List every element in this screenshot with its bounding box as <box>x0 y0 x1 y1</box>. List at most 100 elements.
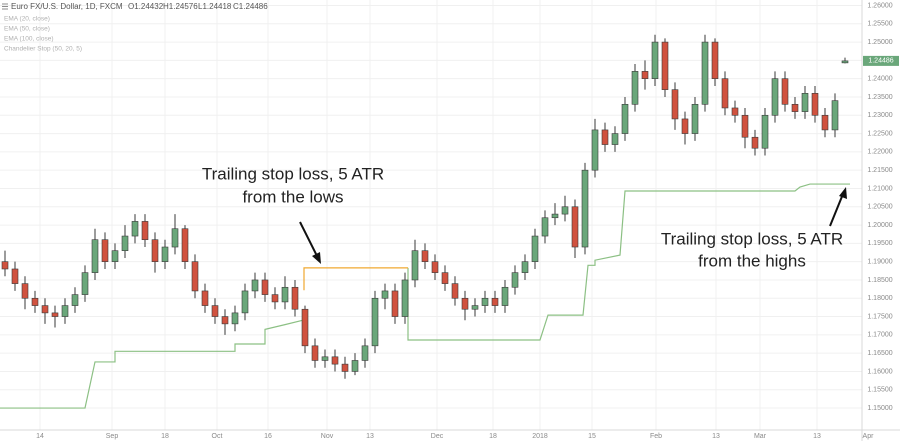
candle-body <box>491 297 499 306</box>
candle-body <box>351 360 359 372</box>
candle-body <box>261 279 269 295</box>
candle-body <box>71 294 79 306</box>
candle-body <box>321 356 329 361</box>
candle-body <box>771 78 779 116</box>
x-tick-label: 13 <box>712 433 720 440</box>
candle-body <box>571 206 579 248</box>
candle-body <box>171 228 179 248</box>
y-tick-label: 1.25000 <box>867 39 892 46</box>
y-tick-label: 1.20000 <box>867 222 892 229</box>
candle-body <box>231 312 239 325</box>
candle-body <box>191 261 199 292</box>
y-tick-label: 1.23500 <box>867 94 892 101</box>
candle-body <box>591 129 599 171</box>
y-tick-label: 1.23000 <box>867 112 892 119</box>
x-tick-label: Nov <box>321 433 334 440</box>
y-tick-label: 1.22000 <box>867 149 892 156</box>
x-tick-label: 13 <box>366 433 374 440</box>
annotations: Trailing stop loss, 5 ATR from the lows … <box>202 164 847 270</box>
candle-body <box>151 239 159 262</box>
annotation-arrow <box>829 193 844 227</box>
y-tick-label: 1.15500 <box>867 387 892 394</box>
x-tick-label: 13 <box>813 433 821 440</box>
candle-body <box>501 286 509 306</box>
candle-body <box>251 279 259 292</box>
candle-body <box>101 239 109 262</box>
candle-body <box>81 272 89 295</box>
candle-body <box>131 221 139 237</box>
annotation-arrowhead <box>839 187 847 199</box>
candle-body <box>741 114 749 138</box>
y-tick-label: 1.18000 <box>867 295 892 302</box>
x-tick-label: 2018 <box>532 433 548 440</box>
candle-body <box>401 279 409 317</box>
annotation-text: Trailing stop loss, 5 ATR <box>202 164 384 183</box>
stop-line <box>407 183 850 341</box>
y-tick-label: 1.19500 <box>867 240 892 247</box>
candle-body <box>831 100 839 131</box>
candle-body <box>291 286 299 310</box>
candle-body <box>651 41 659 79</box>
annotation-arrow <box>299 221 319 259</box>
y-tick-label: 1.16000 <box>867 368 892 375</box>
y-tick-label: 1.17500 <box>867 313 892 320</box>
indicator-label: EMA (100, close) <box>4 36 54 43</box>
candle-body <box>681 118 689 134</box>
indicator-label: EMA (50, close) <box>4 26 50 33</box>
candle-body <box>661 41 669 90</box>
candle-body <box>521 261 529 273</box>
x-tick-label: Oct <box>212 433 223 440</box>
annotation-text: from the lows <box>242 187 343 206</box>
y-tick-label: 1.17000 <box>867 332 892 339</box>
candle-body <box>301 308 309 347</box>
candle-body <box>241 290 249 314</box>
candle-body <box>121 235 129 251</box>
candle-body <box>561 206 569 215</box>
candle-body <box>791 103 799 112</box>
candle-body <box>41 305 49 314</box>
candle-body <box>511 272 519 288</box>
candle-body <box>761 114 769 149</box>
candle-body <box>211 305 219 317</box>
candle-body <box>331 356 339 365</box>
y-tick-label: 1.18500 <box>867 277 892 284</box>
candle-body <box>821 114 829 131</box>
candle-body <box>541 217 549 237</box>
candle-body <box>21 283 29 299</box>
candle-body <box>31 297 39 306</box>
candle-body <box>451 283 459 299</box>
candle-body <box>311 345 319 361</box>
stop-line <box>0 319 304 409</box>
candle-body <box>1 261 9 270</box>
candle-body <box>11 268 19 284</box>
indicator-label: Chandelier Stop (50, 20, 5) <box>4 46 82 53</box>
candle-body <box>281 286 289 303</box>
y-tick-label: 1.20500 <box>867 204 892 211</box>
candle-body <box>111 250 119 262</box>
candle-body <box>801 93 809 112</box>
candle-body <box>141 221 149 241</box>
x-tick-label: Mar <box>754 433 767 440</box>
x-tick-label: 16 <box>264 433 272 440</box>
candle-body <box>371 297 379 347</box>
menu-icon[interactable] <box>2 3 8 10</box>
candle-body <box>691 103 699 134</box>
candle-body <box>201 290 209 306</box>
candles <box>1 34 849 379</box>
x-tick-label: 18 <box>489 433 497 440</box>
candle-body <box>61 305 69 317</box>
candle-body <box>461 297 469 310</box>
y-tick-label: 1.15000 <box>867 405 892 412</box>
x-tick-label: Dec <box>431 433 444 440</box>
y-tick-label: 1.25500 <box>867 21 892 28</box>
readout-low: L1.24418 <box>198 2 232 11</box>
candle-body <box>431 261 439 273</box>
candle-body <box>841 60 849 64</box>
candle-body <box>751 136 759 149</box>
header: Euro FX/U.S. Dollar, 1D, FXCM O1.24432 H… <box>2 2 268 53</box>
y-tick-label: 1.19000 <box>867 259 892 266</box>
candle-body <box>51 312 59 317</box>
candle-body <box>181 228 189 262</box>
